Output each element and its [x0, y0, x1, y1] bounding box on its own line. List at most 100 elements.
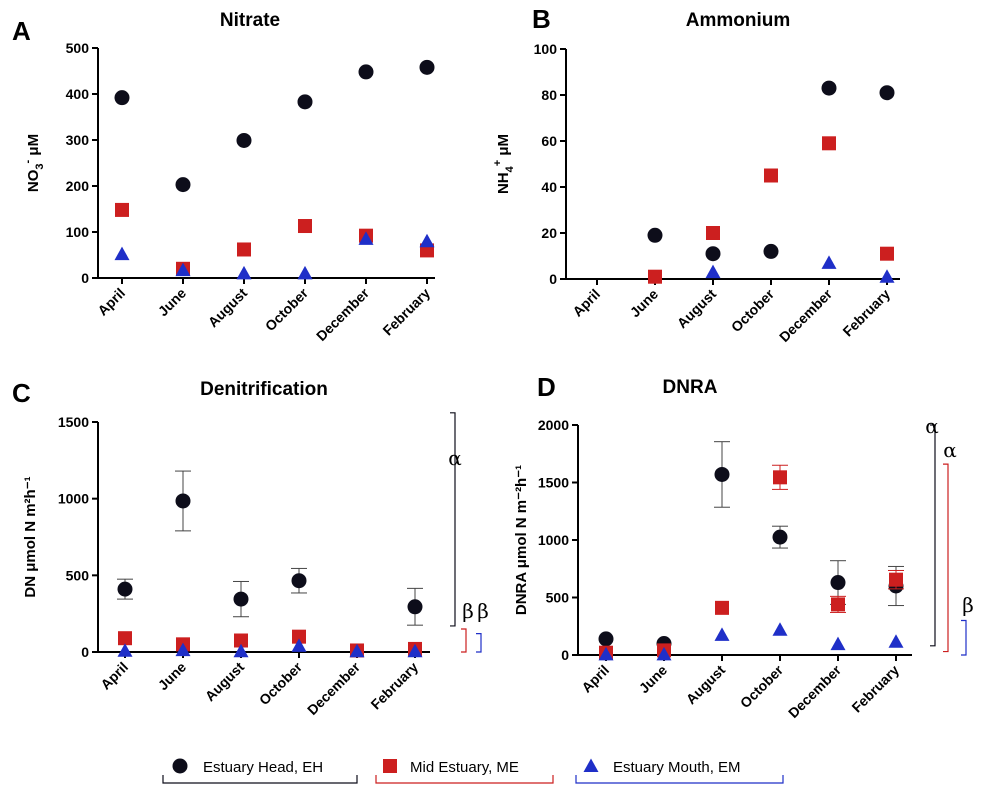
- data-point-eh: [821, 80, 837, 96]
- y-tick-label: 1000: [538, 532, 569, 548]
- data-point-eh: [233, 591, 249, 607]
- data-point-me: [648, 269, 662, 284]
- panel-title: DNRA: [663, 377, 718, 398]
- data-point-eh: [830, 575, 846, 591]
- x-tick-label: December: [785, 661, 845, 721]
- legend-item-em: Estuary Mouth, EM: [575, 758, 784, 784]
- y-tick-label: 40: [541, 179, 557, 195]
- y-tick-label: 500: [66, 40, 90, 56]
- significance-symbol: β: [462, 599, 474, 623]
- legend-bracket: [375, 775, 554, 784]
- data-point-me: [715, 600, 729, 615]
- x-tick-label: April: [97, 659, 131, 693]
- data-point-em: [888, 634, 904, 648]
- panel-title: Nitrate: [220, 10, 280, 31]
- data-point-em: [233, 643, 249, 658]
- data-point-em: [358, 231, 374, 245]
- x-tick-label: October: [728, 285, 778, 335]
- y-tick-label: 200: [66, 178, 90, 194]
- y-axis-label: DN μmol N m²h⁻¹: [22, 476, 39, 597]
- panel-title: Ammonium: [686, 10, 791, 31]
- data-point-eh: [117, 581, 133, 597]
- x-tick-label: February: [367, 659, 421, 713]
- significance-bracket: [943, 463, 949, 653]
- significance-symbol: α: [943, 438, 957, 462]
- panel-title: Denitrification: [200, 379, 328, 400]
- data-point-me: [764, 168, 778, 183]
- panel-letter: D: [537, 372, 556, 402]
- data-point-em: [705, 264, 721, 279]
- y-tick-label: 80: [541, 87, 557, 103]
- data-point-me: [292, 629, 306, 644]
- x-tick-label: October: [737, 661, 787, 711]
- data-point-eh: [114, 90, 130, 106]
- x-tick-label: April: [94, 285, 128, 319]
- y-tick-label: 500: [546, 590, 570, 606]
- data-point-eh: [705, 246, 721, 262]
- y-tick-label: 1500: [538, 475, 569, 491]
- data-point-eh: [175, 493, 191, 509]
- data-point-em: [598, 646, 614, 661]
- y-tick-label: 100: [534, 41, 558, 57]
- panel-letter: C: [12, 378, 31, 408]
- y-label-main: NO: [25, 169, 42, 192]
- y-tick-label: 300: [66, 132, 90, 148]
- y-label-main: NH: [495, 172, 512, 194]
- x-tick-label: April: [569, 286, 603, 320]
- y-axis-label: DNRA μmol N m⁻²h⁻¹: [513, 465, 530, 615]
- data-point-eh: [419, 59, 435, 75]
- data-point-eh: [598, 631, 614, 647]
- y-tick-label: 100: [66, 224, 90, 240]
- data-point-em: [821, 255, 837, 269]
- data-point-em: [407, 643, 423, 658]
- data-point-eh: [297, 94, 313, 110]
- y-tick-label: 400: [66, 86, 90, 102]
- data-point-eh: [291, 573, 307, 589]
- y-label-unit: μM: [495, 134, 512, 160]
- significance-bracket: [930, 424, 936, 647]
- significance-symbol: α: [448, 446, 462, 470]
- y-tick-label: 0: [549, 271, 557, 287]
- panel-letter: B: [532, 4, 551, 34]
- y-label-unit: μM: [25, 134, 42, 160]
- data-point-em: [349, 643, 365, 658]
- data-point-eh: [175, 177, 191, 193]
- panel-letter: A: [12, 16, 31, 46]
- legend-item-me: Mid Estuary, ME: [375, 759, 554, 784]
- legend-label: Mid Estuary, ME: [410, 759, 519, 776]
- x-tick-label: December: [304, 658, 364, 718]
- x-tick-label: February: [379, 285, 433, 339]
- data-point-me: [298, 219, 312, 234]
- data-point-em: [772, 622, 788, 636]
- data-point-me: [115, 202, 129, 217]
- data-point-me: [706, 226, 720, 240]
- data-point-em: [114, 246, 130, 261]
- x-tick-label: August: [202, 659, 248, 705]
- legend-item-eh: Estuary Head, EH: [162, 758, 358, 784]
- y-label-sub: 3: [34, 163, 46, 169]
- x-tick-label: August: [683, 662, 729, 708]
- x-tick-label: June: [155, 285, 190, 320]
- data-point-em: [291, 638, 307, 652]
- y-tick-label: 0: [561, 647, 569, 663]
- y-tick-label: 500: [66, 567, 90, 583]
- y-label-sub: 4: [504, 165, 516, 172]
- y-tick-label: 0: [81, 270, 89, 286]
- x-tick-label: April: [578, 662, 612, 696]
- data-point-em: [236, 265, 252, 280]
- significance-symbol: β: [477, 599, 489, 623]
- y-label-sup: +: [492, 160, 504, 166]
- x-tick-label: February: [839, 286, 893, 340]
- data-point-eh: [236, 132, 252, 148]
- y-label-sup: -: [22, 159, 34, 163]
- data-point-em: [879, 269, 895, 283]
- panel-A: A Nitrate 0 100 200 300 400 500 April June August O…: [12, 10, 435, 344]
- data-point-me: [889, 572, 903, 587]
- data-point-em: [175, 642, 191, 657]
- significance-symbol: β: [962, 593, 974, 617]
- legend-marker-triangle: [583, 758, 599, 772]
- legend: Estuary Head, EH Mid Estuary, ME Estuary M…: [162, 758, 784, 784]
- data-point-me: [237, 242, 251, 257]
